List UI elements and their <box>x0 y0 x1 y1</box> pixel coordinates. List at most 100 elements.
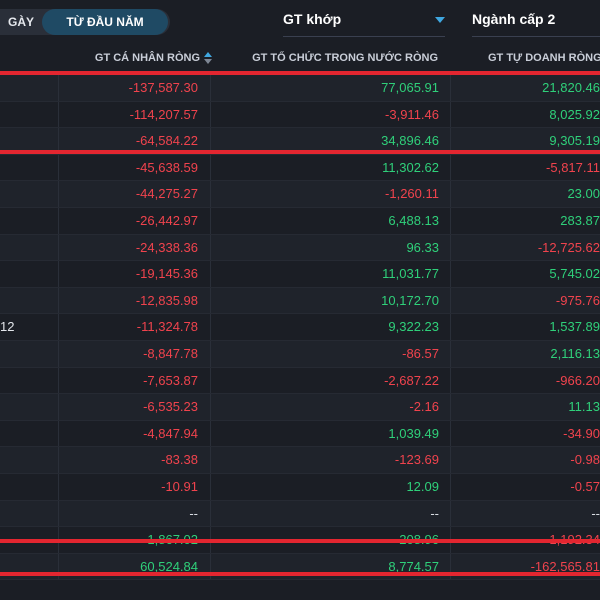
column-divider <box>210 207 211 234</box>
individual-value-cell: -19,145.36 <box>135 266 198 282</box>
sector-level-dropdown[interactable]: Ngành cấp 2 <box>472 6 600 37</box>
table-row[interactable]: 60,524.84 8,774.57 -162,565.81 <box>0 553 600 581</box>
data-table: -137,587.30 77,065.91 21,820.46 -114,207.57… <box>0 75 600 581</box>
table-row[interactable]: -6,535.23 -2.16 11.13 <box>0 394 600 421</box>
column-header-individual-label: GT CÁ NHÂN RÒNG <box>94 52 200 64</box>
column-divider <box>58 420 59 447</box>
column-divider <box>210 154 211 181</box>
sector-name-cell <box>0 501 58 527</box>
highlight-line <box>0 572 600 576</box>
table-row[interactable]: -24,338.36 96.33 -12,725.62 <box>0 234 600 262</box>
table-row[interactable]: -19,145.36 11,031.77 5,745.02 <box>0 261 600 288</box>
column-divider <box>210 261 211 287</box>
column-divider <box>450 420 451 447</box>
column-header-domestic-institution-label: GT TỔ CHỨC TRONG NƯỚC RÒNG <box>252 52 438 64</box>
column-divider <box>58 75 59 101</box>
domestic-institution-value-cell: -- <box>430 505 439 521</box>
column-divider <box>210 394 211 420</box>
proprietary-value-cell: -- <box>591 505 600 521</box>
domestic-institution-value-cell: 96.33 <box>406 239 439 255</box>
value-type-dropdown[interactable]: GT khớp <box>283 6 445 37</box>
column-divider <box>450 101 451 128</box>
column-divider <box>58 287 59 314</box>
sector-name-cell <box>0 235 58 261</box>
proprietary-value-cell: -0.57 <box>570 478 600 494</box>
domestic-institution-value-cell: 8,774.57 <box>388 558 439 574</box>
column-divider <box>210 553 211 580</box>
individual-value-cell: -- <box>189 505 198 521</box>
value-type-label: GT khớp <box>283 11 342 27</box>
individual-value-cell: -45,638.59 <box>135 159 198 175</box>
individual-value-cell: -26,442.97 <box>135 212 198 228</box>
sort-icon[interactable] <box>204 52 212 65</box>
table-row[interactable]: -- -- -- <box>0 500 600 528</box>
sector-name-cell <box>0 155 58 181</box>
table-row[interactable]: -10.91 12.09 -0.57 <box>0 473 600 501</box>
table-row[interactable]: -114,207.57 -3,911.46 8,025.92 <box>0 101 600 129</box>
individual-value-cell: -114,207.57 <box>129 106 198 122</box>
column-divider <box>210 367 211 394</box>
highlight-line <box>0 539 600 543</box>
column-divider <box>58 234 59 261</box>
individual-value-cell: -64,584.22 <box>135 133 198 149</box>
highlight-line <box>0 150 600 154</box>
proprietary-value-cell: 23.00 <box>567 186 600 202</box>
table-row[interactable]: -26,442.97 6,488.13 283.87 <box>0 207 600 235</box>
table-row[interactable]: -83.38 -123.69 -0.98 <box>0 447 600 474</box>
period-toggle: GÀY TỪ ĐẦU NĂM <box>0 9 170 35</box>
column-divider <box>450 181 451 207</box>
domestic-institution-value-cell: 1,039.49 <box>388 425 439 441</box>
proprietary-value-cell: -12,725.62 <box>537 239 600 255</box>
sector-name-cell: 12 <box>0 319 15 335</box>
proprietary-value-cell: -975.76 <box>555 292 600 308</box>
period-ytd-button[interactable]: TỪ ĐẦU NĂM <box>42 9 168 35</box>
individual-value-cell: -83.38 <box>161 452 198 468</box>
column-divider <box>450 500 451 527</box>
domestic-institution-value-cell: 11,302.62 <box>382 159 439 175</box>
table-row[interactable]: -137,587.30 77,065.91 21,820.46 <box>0 75 600 102</box>
column-divider <box>450 207 451 234</box>
column-divider <box>58 101 59 128</box>
table-row[interactable]: -44,275.27 -1,260.11 23.00 <box>0 181 600 208</box>
proprietary-value-cell: 8,025.92 <box>549 106 600 122</box>
domestic-institution-value-cell: -123.69 <box>394 452 439 468</box>
column-header-proprietary[interactable]: GT TỰ DOANH RÒNG <box>452 44 600 72</box>
column-divider <box>450 154 451 181</box>
domestic-institution-value-cell: 10,172.70 <box>381 292 439 308</box>
column-divider <box>58 207 59 234</box>
sector-name-cell <box>0 288 58 314</box>
column-divider <box>58 394 59 420</box>
proprietary-value-cell: -162,565.81 <box>530 558 600 574</box>
column-header-individual[interactable]: GT CÁ NHÂN RÒNG <box>60 44 212 72</box>
table-row[interactable]: 12 -11,324.78 9,322.23 1,537.89 <box>0 314 600 341</box>
sector-name-cell <box>0 368 58 394</box>
table-row[interactable]: -45,638.59 11,302.62 -5,817.11 <box>0 154 600 182</box>
table-row[interactable]: -4,847.94 1,039.49 -34.90 <box>0 420 600 448</box>
domestic-institution-value-cell: 12.09 <box>406 478 439 494</box>
column-header-domestic-institution[interactable]: GT TỔ CHỨC TRONG NƯỚC RÒNG <box>212 44 438 72</box>
proprietary-value-cell: -34.90 <box>563 425 600 441</box>
column-divider <box>58 500 59 527</box>
domestic-institution-value-cell: 9,322.23 <box>388 319 439 335</box>
individual-value-cell: -44,275.27 <box>135 186 198 202</box>
column-divider <box>210 287 211 314</box>
table-row[interactable]: -12,835.98 10,172.70 -975.76 <box>0 287 600 315</box>
proprietary-value-cell: 1,537.89 <box>549 319 600 335</box>
domestic-institution-value-cell: 11,031.77 <box>382 266 439 282</box>
proprietary-value-cell: 9,305.19 <box>549 133 600 149</box>
sector-name-cell <box>0 102 58 128</box>
domestic-institution-value-cell: 6,488.13 <box>388 212 439 228</box>
individual-value-cell: 60,524.84 <box>140 558 198 574</box>
proprietary-value-cell: 2,116.13 <box>550 345 600 361</box>
column-divider <box>450 340 451 367</box>
column-divider <box>210 340 211 367</box>
column-divider <box>210 314 211 340</box>
table-row[interactable]: -7,653.87 -2,687.22 -966.20 <box>0 367 600 395</box>
period-day-button[interactable]: GÀY <box>7 15 34 29</box>
domestic-institution-value-cell: 77,065.91 <box>381 80 439 95</box>
column-divider <box>450 128 451 154</box>
table-row[interactable]: -8,847.78 -86.57 2,116.13 <box>0 340 600 368</box>
individual-value-cell: -6,535.23 <box>143 399 198 415</box>
column-divider <box>210 128 211 154</box>
sector-level-label: Ngành cấp 2 <box>472 11 556 27</box>
